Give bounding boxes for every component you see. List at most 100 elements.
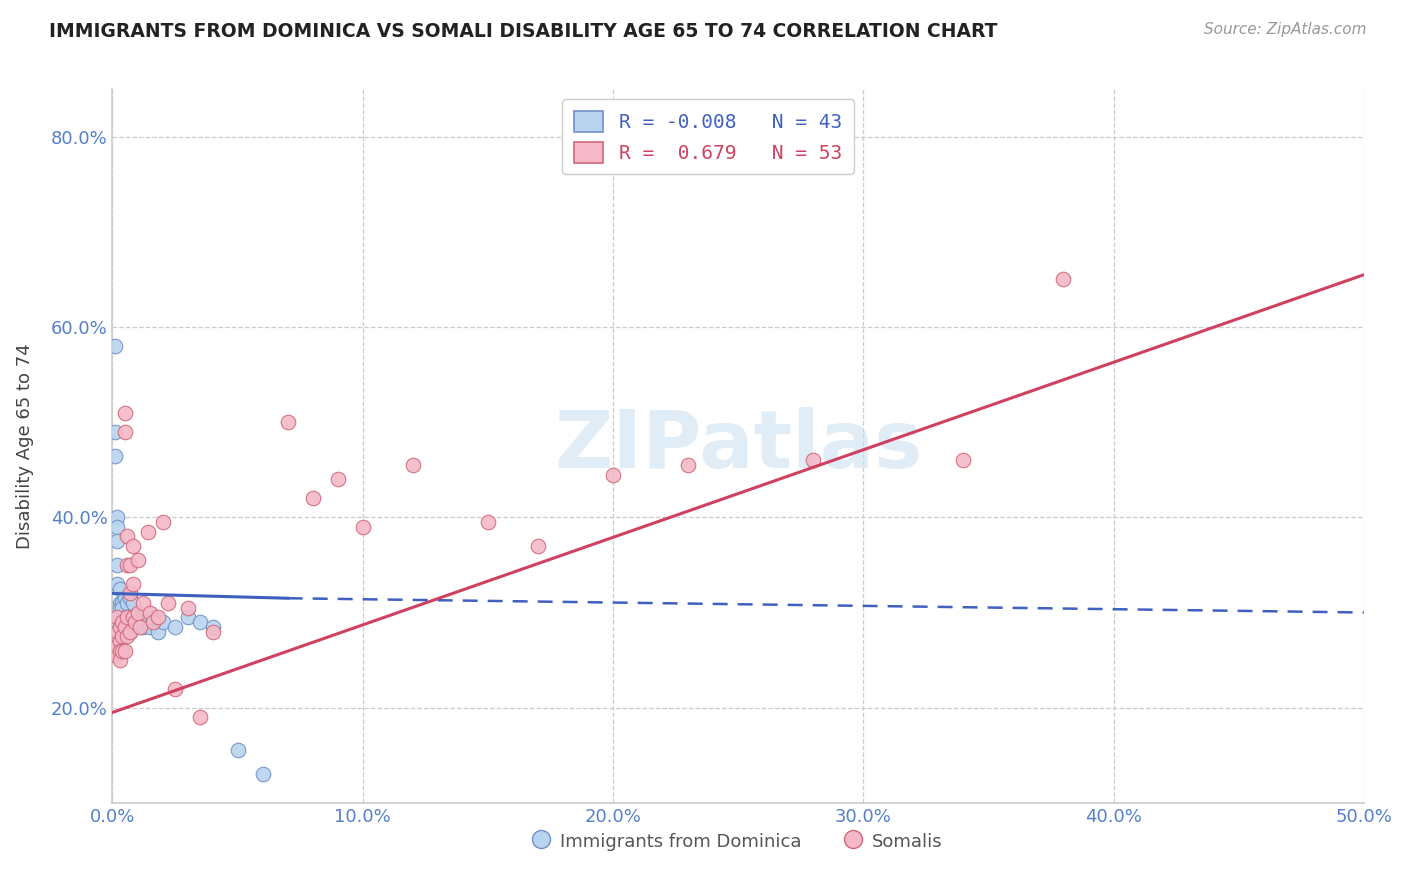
- Point: [146, 624, 169, 639]
- Point: [139, 620, 162, 634]
- Point: [117, 610, 139, 624]
- Point: [952, 453, 974, 467]
- Point: [104, 339, 127, 353]
- Point: [114, 643, 136, 657]
- Point: [111, 615, 134, 629]
- Point: [402, 458, 425, 472]
- Point: [277, 415, 299, 429]
- Point: [117, 629, 139, 643]
- Point: [108, 653, 131, 667]
- Point: [104, 425, 127, 439]
- Point: [104, 634, 127, 648]
- Point: [477, 515, 499, 529]
- Point: [121, 539, 143, 553]
- Point: [139, 606, 162, 620]
- Point: [121, 596, 143, 610]
- Point: [124, 610, 146, 624]
- Point: [127, 606, 149, 620]
- Point: [527, 539, 550, 553]
- Point: [676, 458, 699, 472]
- Point: [107, 520, 129, 534]
- Point: [107, 610, 129, 624]
- Point: [114, 591, 136, 606]
- Point: [163, 681, 186, 696]
- Point: [131, 596, 153, 610]
- Text: IMMIGRANTS FROM DOMINICA VS SOMALI DISABILITY AGE 65 TO 74 CORRELATION CHART: IMMIGRANTS FROM DOMINICA VS SOMALI DISAB…: [49, 22, 998, 41]
- Point: [108, 596, 131, 610]
- Point: [108, 620, 131, 634]
- Point: [252, 767, 274, 781]
- Point: [108, 582, 131, 596]
- Point: [117, 596, 139, 610]
- Point: [121, 610, 143, 624]
- Point: [141, 615, 163, 629]
- Point: [107, 639, 129, 653]
- Point: [118, 591, 141, 606]
- Point: [111, 629, 134, 643]
- Point: [188, 710, 211, 724]
- Text: Source: ZipAtlas.com: Source: ZipAtlas.com: [1204, 22, 1367, 37]
- Point: [118, 558, 141, 572]
- Point: [108, 643, 131, 657]
- Point: [152, 615, 174, 629]
- Point: [117, 624, 139, 639]
- Point: [163, 620, 186, 634]
- Point: [108, 620, 131, 634]
- Point: [107, 624, 129, 639]
- Point: [146, 610, 169, 624]
- Point: [352, 520, 374, 534]
- Point: [129, 620, 152, 634]
- Point: [129, 615, 152, 629]
- Point: [111, 615, 134, 629]
- Point: [136, 524, 159, 539]
- Point: [107, 558, 129, 572]
- Point: [301, 491, 323, 506]
- Point: [326, 472, 349, 486]
- Point: [111, 643, 134, 657]
- Point: [118, 586, 141, 600]
- Point: [114, 406, 136, 420]
- Point: [176, 600, 198, 615]
- Point: [114, 624, 136, 639]
- Point: [114, 425, 136, 439]
- Point: [111, 600, 134, 615]
- Point: [201, 624, 224, 639]
- Point: [201, 620, 224, 634]
- Point: [1052, 272, 1074, 286]
- Text: ZIPatlas: ZIPatlas: [554, 407, 922, 485]
- Point: [136, 615, 159, 629]
- Point: [111, 620, 134, 634]
- Point: [226, 743, 249, 757]
- Point: [152, 515, 174, 529]
- Point: [124, 615, 146, 629]
- Point: [107, 577, 129, 591]
- Point: [176, 610, 198, 624]
- Point: [121, 620, 143, 634]
- Y-axis label: Disability Age 65 to 74: Disability Age 65 to 74: [15, 343, 34, 549]
- Point: [131, 620, 153, 634]
- Point: [114, 615, 136, 629]
- Point: [121, 577, 143, 591]
- Point: [114, 620, 136, 634]
- Point: [108, 634, 131, 648]
- Point: [117, 529, 139, 543]
- Point: [156, 596, 179, 610]
- Point: [108, 610, 131, 624]
- Point: [117, 558, 139, 572]
- Point: [104, 648, 127, 663]
- Point: [108, 600, 131, 615]
- Point: [111, 596, 134, 610]
- Point: [127, 615, 149, 629]
- Point: [602, 467, 624, 482]
- Point: [141, 610, 163, 624]
- Point: [104, 449, 127, 463]
- Legend: Immigrants from Dominica, Somalis: Immigrants from Dominica, Somalis: [527, 824, 949, 858]
- Point: [127, 553, 149, 567]
- Point: [188, 615, 211, 629]
- Point: [118, 624, 141, 639]
- Point: [107, 510, 129, 524]
- Point: [118, 624, 141, 639]
- Point: [117, 610, 139, 624]
- Point: [801, 453, 824, 467]
- Point: [118, 610, 141, 624]
